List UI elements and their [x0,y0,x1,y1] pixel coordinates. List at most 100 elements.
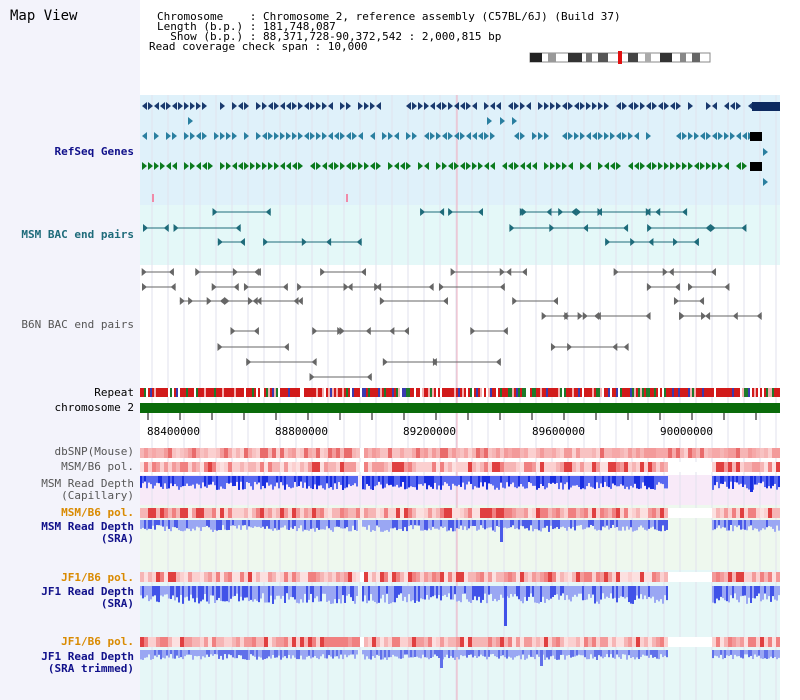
depth-bar [140,520,142,529]
depth-bar [500,476,502,483]
track-label-dbsnp[interactable]: dbSNP(Mouse) [54,445,134,458]
depth-bar [548,586,550,601]
gene-arrow [478,132,483,140]
depth-bar [288,520,290,530]
track-label-msm-b6-pol-2[interactable]: MSM/B6 pol. [61,506,134,519]
track-label-msm-depth-capillary[interactable]: MSM Read Depth (Capillary) [41,477,134,502]
heat-cell [436,637,440,647]
depth-bar [446,520,448,532]
depth-bar [480,586,482,603]
depth-bar [474,476,476,487]
depth-bar [486,650,488,660]
heat-cell [188,448,192,458]
heat-cell [256,508,260,518]
gene-arrow [364,162,369,170]
repeat-seg [484,388,486,397]
heat-cell [204,508,208,518]
heat-cell [308,572,312,582]
depth-bar [768,650,770,659]
depth-bar [296,650,298,660]
heat-cell [436,448,440,458]
repeat-seg [760,388,762,397]
heat-cell [740,508,744,518]
heat-cell [316,462,320,472]
heat-cell [752,462,756,472]
heat-cell [300,462,304,472]
track-label-msm-bac[interactable]: MSM BAC end pairs [21,228,134,241]
track-label-chromosome[interactable]: chromosome 2 [54,401,134,414]
heat-cell [452,508,456,518]
depth-bar [424,520,426,530]
repeat-seg [616,388,618,397]
repeat-seg [728,388,730,397]
heat-cell [736,448,740,458]
heat-cell [356,462,360,472]
depth-bar [348,520,350,532]
heat-cell [524,508,528,518]
depth-bar [212,476,214,482]
depth-bar [466,586,468,600]
gene-arrow [256,162,261,170]
depth-bar [250,520,252,528]
heat-cell [204,462,208,472]
heat-cell [536,448,540,458]
bac-end [365,327,371,335]
depth-bar [286,586,288,594]
heat-cell [740,637,744,647]
heat-cell [480,572,484,582]
track-label-msm-b6-pol-1[interactable]: MSM/B6 pol. [61,460,134,473]
repeat-seg [302,388,304,397]
depth-bar [236,520,238,529]
depth-bar [378,586,380,603]
repeat-seg [452,388,454,397]
depth-bar [568,650,570,656]
depth-bar [520,586,522,602]
depth-bar [542,586,544,597]
track-label-repeat[interactable]: Repeat [94,386,134,399]
heat-cell [464,572,468,582]
repeat-seg [774,388,776,397]
depth-bar [582,586,584,601]
repeat-seg [404,388,406,397]
depth-bar [192,650,194,660]
track-label-msm-depth-sra[interactable]: MSM Read Depth (SRA) [41,520,134,545]
repeat-seg [530,388,532,397]
depth-bar [658,520,660,531]
depth-bar [374,586,376,603]
heat-cell [524,637,528,647]
depth-bar [760,476,762,484]
track-label-jf1-depth-trimmed[interactable]: JF1 Read Depth (SRA trimmed) [41,650,134,675]
heat-cell [672,572,676,582]
depth-bar [338,650,340,659]
depth-bar [392,650,394,655]
gene-arrow [598,132,603,140]
depth-bar [766,476,768,489]
depth-bar [480,476,482,483]
track-label-jf1-depth-sra[interactable]: JF1 Read Depth (SRA) [41,585,134,610]
repeat-seg [426,388,428,397]
depth-bar [182,650,184,660]
bac-end [366,373,372,381]
heat-cell [640,508,644,518]
heat-cell [420,448,424,458]
repeat-seg [606,388,608,397]
depth-bar [506,650,508,659]
depth-bar [732,586,734,599]
track-label-jf1-b6-pol-1[interactable]: JF1/B6 pol. [61,571,134,584]
heat-cell [636,572,640,582]
track-label-jf1-b6-pol-2[interactable]: JF1/B6 pol. [61,635,134,648]
bac-end [699,297,705,305]
track-label-refseq[interactable]: RefSeq Genes [54,145,134,158]
heat-cell [188,462,192,472]
depth-bar [338,476,340,483]
repeat-seg [218,388,220,397]
heat-cell [176,508,180,518]
heat-cell [760,572,764,582]
depth-bar [740,650,742,658]
gene-arrow [262,162,267,170]
heat-cell [352,572,356,582]
track-label-b6n-bac[interactable]: B6N BAC end pairs [21,318,134,331]
depth-bar [340,650,342,655]
depth-bar [332,650,334,659]
